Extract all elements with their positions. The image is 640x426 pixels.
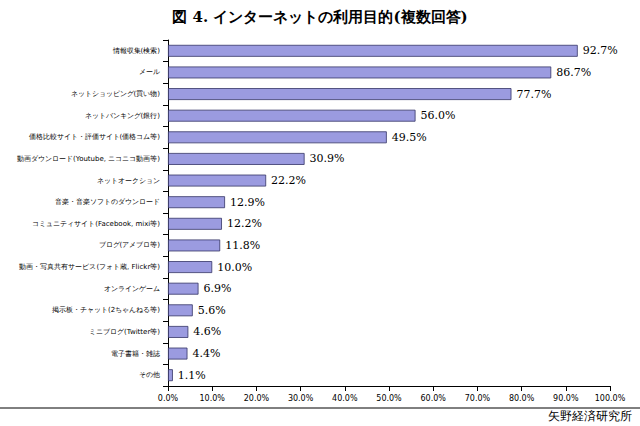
svg-text:4.4%: 4.4% bbox=[192, 347, 220, 360]
svg-text:90.0%: 90.0% bbox=[553, 394, 579, 403]
svg-text:77.7%: 77.7% bbox=[516, 88, 551, 101]
svg-text:11.8%: 11.8% bbox=[225, 239, 260, 252]
svg-text:12.9%: 12.9% bbox=[230, 196, 265, 209]
svg-text:4.6%: 4.6% bbox=[193, 325, 221, 338]
svg-text:1.1%: 1.1% bbox=[178, 369, 206, 382]
svg-text:20.0%: 20.0% bbox=[244, 394, 270, 403]
svg-text:12.2%: 12.2% bbox=[227, 217, 262, 230]
svg-text:30.0%: 30.0% bbox=[288, 394, 314, 403]
svg-text:矢野経済研究所: 矢野経済研究所 bbox=[548, 409, 632, 423]
svg-text:ミニブログ(Twitter等): ミニブログ(Twitter等) bbox=[89, 328, 160, 336]
svg-text:ネットショッピング(買い物): ネットショッピング(買い物) bbox=[71, 90, 161, 98]
svg-text:80.0%: 80.0% bbox=[509, 394, 535, 403]
svg-text:10.0%: 10.0% bbox=[199, 394, 225, 403]
svg-text:86.7%: 86.7% bbox=[556, 66, 591, 79]
svg-text:40.0%: 40.0% bbox=[332, 394, 358, 403]
svg-text:60.0%: 60.0% bbox=[420, 394, 446, 403]
svg-text:30.9%: 30.9% bbox=[310, 152, 345, 165]
svg-text:92.7%: 92.7% bbox=[583, 44, 618, 57]
svg-text:0.0%: 0.0% bbox=[158, 394, 179, 403]
svg-text:メール: メール bbox=[139, 68, 160, 76]
svg-text:掲示板・チャット(2ちゃんねる等): 掲示板・チャット(2ちゃんねる等) bbox=[52, 306, 160, 314]
svg-text:音楽・音楽ソフトのダウンロード: 音楽・音楽ソフトのダウンロード bbox=[55, 198, 160, 206]
svg-text:22.2%: 22.2% bbox=[271, 174, 306, 187]
svg-text:動画・写真共有サービス(フォト蔵, Flickr等): 動画・写真共有サービス(フォト蔵, Flickr等) bbox=[19, 263, 160, 271]
svg-text:オンラインゲーム: オンラインゲーム bbox=[104, 285, 160, 293]
svg-text:電子書籍・雑誌: 電子書籍・雑誌 bbox=[111, 350, 160, 358]
svg-text:10.0%: 10.0% bbox=[217, 261, 252, 274]
svg-text:図 4. インターネットの利用目的(複数回答): 図 4. インターネットの利用目的(複数回答) bbox=[172, 8, 467, 26]
svg-text:70.0%: 70.0% bbox=[465, 394, 491, 403]
svg-text:50.0%: 50.0% bbox=[376, 394, 402, 403]
svg-text:6.9%: 6.9% bbox=[203, 282, 231, 295]
svg-text:情報収集(検索): 情報収集(検索) bbox=[112, 47, 161, 55]
svg-text:価格比較サイト・評価サイト(価格コム等): 価格比較サイト・評価サイト(価格コム等) bbox=[29, 133, 161, 141]
svg-text:ネットオークション: ネットオークション bbox=[97, 177, 160, 185]
svg-text:その他: その他 bbox=[139, 371, 160, 379]
svg-text:ブログ(アメブロ等): ブログ(アメブロ等) bbox=[99, 241, 161, 249]
svg-text:100.0%: 100.0% bbox=[595, 394, 626, 403]
svg-text:ネットバンキング(銀行): ネットバンキング(銀行) bbox=[85, 112, 161, 120]
svg-text:49.5%: 49.5% bbox=[392, 131, 427, 144]
svg-text:56.0%: 56.0% bbox=[421, 109, 456, 122]
svg-text:動画ダウンロード(Youtube, ニコニコ動画等): 動画ダウンロード(Youtube, ニコニコ動画等) bbox=[17, 155, 160, 163]
svg-text:5.6%: 5.6% bbox=[198, 304, 226, 317]
svg-text:コミュニティサイト(Facebook, mixi等): コミュニティサイト(Facebook, mixi等) bbox=[32, 220, 160, 228]
